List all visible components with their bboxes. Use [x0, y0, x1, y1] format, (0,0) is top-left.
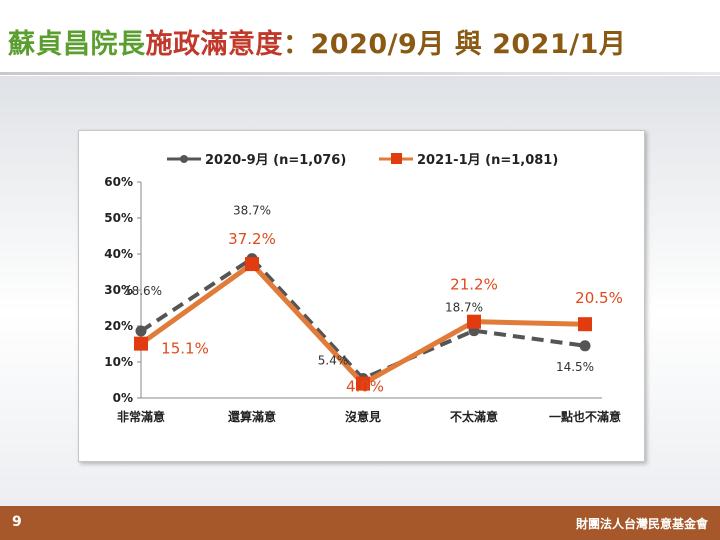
x-tick-label: 非常滿意: [117, 409, 165, 424]
legend-marker-series-a: [180, 155, 188, 163]
series-a-data-label: 38.7%: [233, 204, 271, 218]
title-period-1: 2020/9月: [310, 29, 445, 60]
legend-marker-series-b: [391, 153, 402, 164]
y-tick-label: 20%: [104, 319, 133, 333]
page-number: 9: [12, 514, 22, 530]
series-b-data-label: 21.2%: [450, 276, 498, 294]
legend-label-series-b: 2021-1月 (n=1,081): [417, 153, 558, 168]
y-tick-label: 30%: [104, 283, 133, 297]
y-axis-ticks: 0% 10% 20% 30% 40% 50% 60%: [104, 175, 141, 405]
line-chart: 2020-9月 (n=1,076) 2021-1月 (n=1,081) 0% 10…: [104, 153, 623, 424]
x-tick-label: 還算滿意: [228, 409, 276, 424]
footer-bar: 9 財團法人台灣民意基金會: [0, 506, 720, 540]
series-a-data-label: 18.6%: [124, 284, 162, 298]
organization-name: 財團法人台灣民意基金會: [575, 517, 708, 531]
chart-legend: 2020-9月 (n=1,076) 2021-1月 (n=1,081): [167, 153, 558, 168]
series-b-point: [467, 314, 481, 329]
series-b-point: [134, 336, 148, 351]
title-bar: 蘇貞昌院長施政滿意度：2020/9月 與 2021/1月: [0, 0, 720, 74]
y-tick-label: 60%: [104, 175, 133, 189]
series-a-group: [135, 253, 591, 385]
series-b-data-label: 4.0%: [346, 378, 384, 396]
title-conjunction: 與: [444, 29, 493, 60]
series-b-data-label: 15.1%: [161, 340, 209, 358]
series-a-line: [139, 256, 586, 381]
x-axis-ticks: 非常滿意 還算滿意 沒意見 不太滿意 一點也不滿意: [117, 409, 621, 424]
series-a-data-label: 5.4%: [318, 354, 349, 368]
title-period-2: 2021/1月: [492, 29, 627, 60]
x-tick-label: 一點也不滿意: [549, 409, 621, 424]
x-tick-label: 不太滿意: [450, 409, 498, 424]
series-b-line: [139, 261, 586, 387]
series-a-point: [135, 325, 147, 337]
series-b-group: [134, 257, 592, 391]
y-tick-label: 40%: [104, 247, 133, 261]
series-a-data-label: 18.7%: [445, 301, 483, 315]
title-person: 蘇貞昌院長: [8, 29, 146, 60]
page-title: 蘇貞昌院長施政滿意度：2020/9月 與 2021/1月: [8, 22, 626, 61]
legend-label-series-a: 2020-9月 (n=1,076): [205, 153, 346, 168]
series-a-data-label: 14.5%: [556, 360, 594, 374]
series-a-point: [579, 340, 591, 352]
data-labels: 18.6% 38.7% 5.4% 18.7% 14.5% 15.1% 37.2% 4.0% 21…: [124, 204, 623, 396]
title-separator: ：: [283, 29, 311, 60]
series-b-data-label: 37.2%: [228, 230, 276, 248]
series-b-point: [578, 317, 592, 332]
y-tick-label: 0%: [113, 391, 133, 405]
series-b-point: [245, 257, 259, 272]
series-b-data-label: 20.5%: [575, 289, 623, 307]
y-tick-label: 10%: [104, 355, 133, 369]
series-b-point: [356, 376, 370, 391]
title-topic: 施政滿意度: [145, 29, 283, 60]
y-tick-label: 50%: [104, 211, 133, 225]
title-divider: [0, 72, 720, 75]
chart-panel: 2020-9月 (n=1,076) 2021-1月 (n=1,081) 0% 10…: [78, 130, 645, 462]
x-tick-label: 沒意見: [345, 409, 381, 424]
